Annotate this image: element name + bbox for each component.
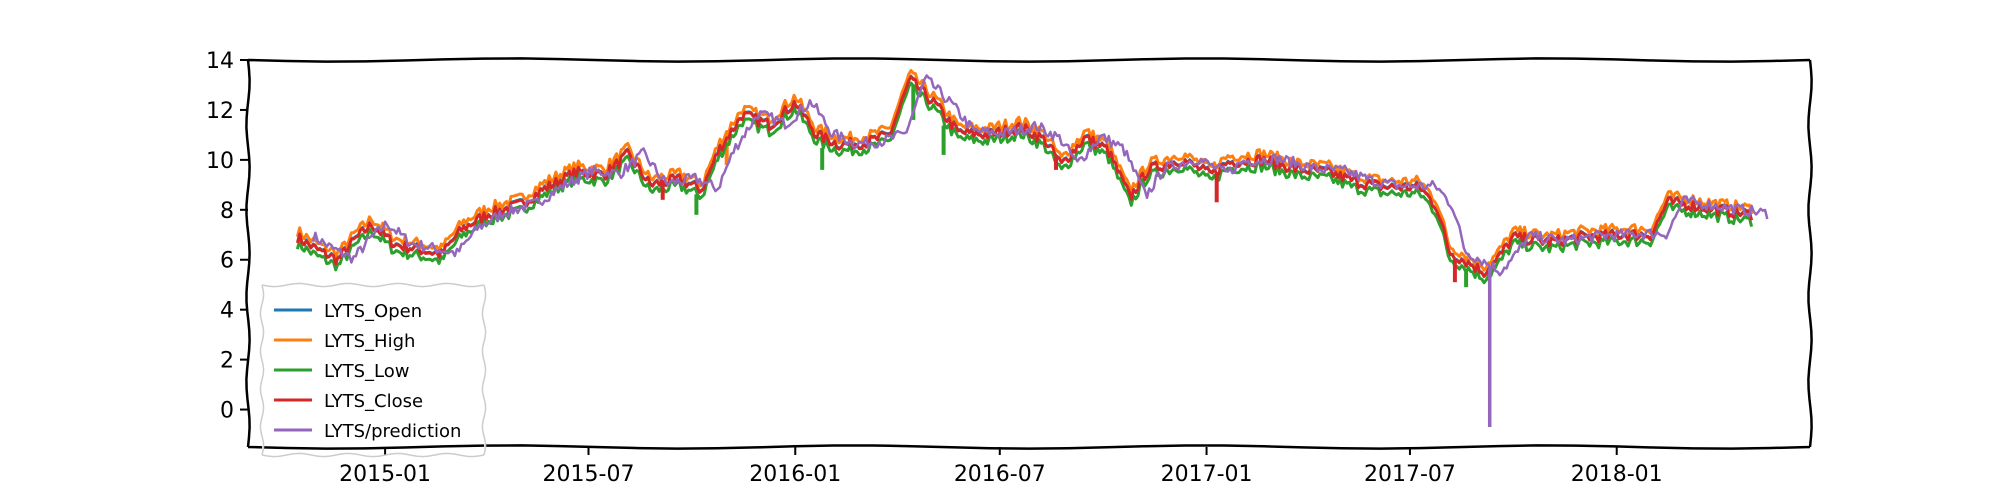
plot-frame [245,57,1813,450]
x-tick-label: 2017-07 [1364,462,1456,487]
legend-label: LYTS_High [324,331,415,352]
legend-box [259,282,487,458]
series-line [295,69,1754,272]
x-tick-label: 2018-01 [1571,462,1663,487]
series-line [311,74,1769,277]
x-tick-label: 2016-01 [749,462,841,487]
legend-label: LYTS/prediction [324,421,461,442]
x-tick-label: 2015-01 [339,462,431,487]
x-tick-label: 2016-07 [954,462,1046,487]
y-tick-label: 8 [220,199,234,224]
y-tick-label: 4 [220,299,234,324]
y-tick-label: 0 [220,399,234,424]
x-tick-label: 2015-07 [543,462,635,487]
series-layer [295,69,1769,427]
legend-label: LYTS_Low [324,361,410,382]
y-tick-label: 2 [220,349,234,374]
y-tick-label: 12 [206,99,234,124]
y-tick-label: 10 [206,149,234,174]
legend-label: LYTS_Close [324,391,423,412]
y-tick-label: 6 [220,249,234,274]
series-line [295,75,1754,278]
legend: LYTS_Open LYTS_High LYTS_Low LYTS_Close LYTS… [259,282,487,458]
y-tick-label: 14 [206,49,234,74]
legend-label: LYTS_Open [324,301,422,322]
x-tick-label: 2017-01 [1161,462,1253,487]
y-axis: 0 2 4 6 8 10 12 14 [206,49,248,424]
x-axis: 2015-01 2015-07 2016-01 2016-07 2017-01 2017-… [339,447,1663,487]
series-line [295,81,1754,285]
